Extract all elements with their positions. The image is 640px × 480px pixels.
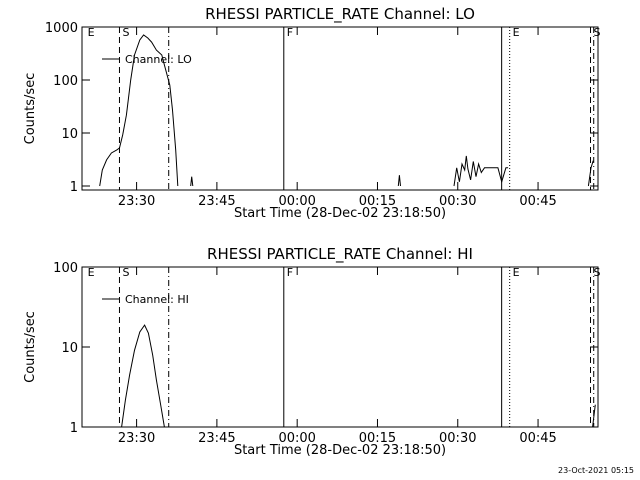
y-tick-label: 10 [61,341,78,356]
plot-frame [81,26,599,191]
event-label: E [513,266,520,279]
chart-title: RHESSI PARTICLE_RATE Channel: HI [207,245,473,264]
x-tick-label: 00:15 [359,431,396,446]
event-label: E [88,266,95,279]
x-tick-label: 00:00 [278,194,315,209]
event-label: S [594,26,601,39]
x-tick-label: 00:30 [439,194,476,209]
chart-title: RHESSI PARTICLE_RATE Channel: LO [205,5,475,24]
data-line [99,34,594,187]
legend-label: Channel: HI [125,293,189,306]
x-tick-label: 23:45 [198,431,235,446]
y-tick-label: 1 [70,180,78,195]
y-tick-label: 1 [70,421,78,436]
y-tick-label: 10 [61,127,78,142]
x-tick-label: 00:45 [519,194,556,209]
event-label: F [287,26,293,39]
data-line [121,324,596,428]
y-axis-label: Counts/sec [23,73,38,145]
x-tick-label: 00:45 [519,431,556,446]
event-label: E [88,26,95,39]
y-axis-label: Counts/sec [23,311,38,383]
legend-label: Channel: LO [125,53,192,66]
x-tick-label: 23:30 [118,431,155,446]
x-tick-label: 00:00 [278,431,315,446]
x-tick-label: 00:30 [439,431,476,446]
y-tick-label: 100 [53,74,78,89]
x-tick-label: 23:30 [118,194,155,209]
y-tick-label: 100 [53,261,78,276]
x-tick-label: 00:15 [359,194,396,209]
x-axis-label: Start Time (28-Dec-02 23:18:50) [234,443,446,458]
event-label: F [287,266,293,279]
event-label: S [122,266,129,279]
y-tick-label: 1000 [45,21,78,36]
event-label: S [122,26,129,39]
x-tick-label: 23:45 [198,194,235,209]
footer: 23-Oct-2021 05:15 [558,466,634,475]
x-axis-label: Start Time (28-Dec-02 23:18:50) [234,206,446,221]
event-label: S [594,266,601,279]
event-label: E [513,26,520,39]
